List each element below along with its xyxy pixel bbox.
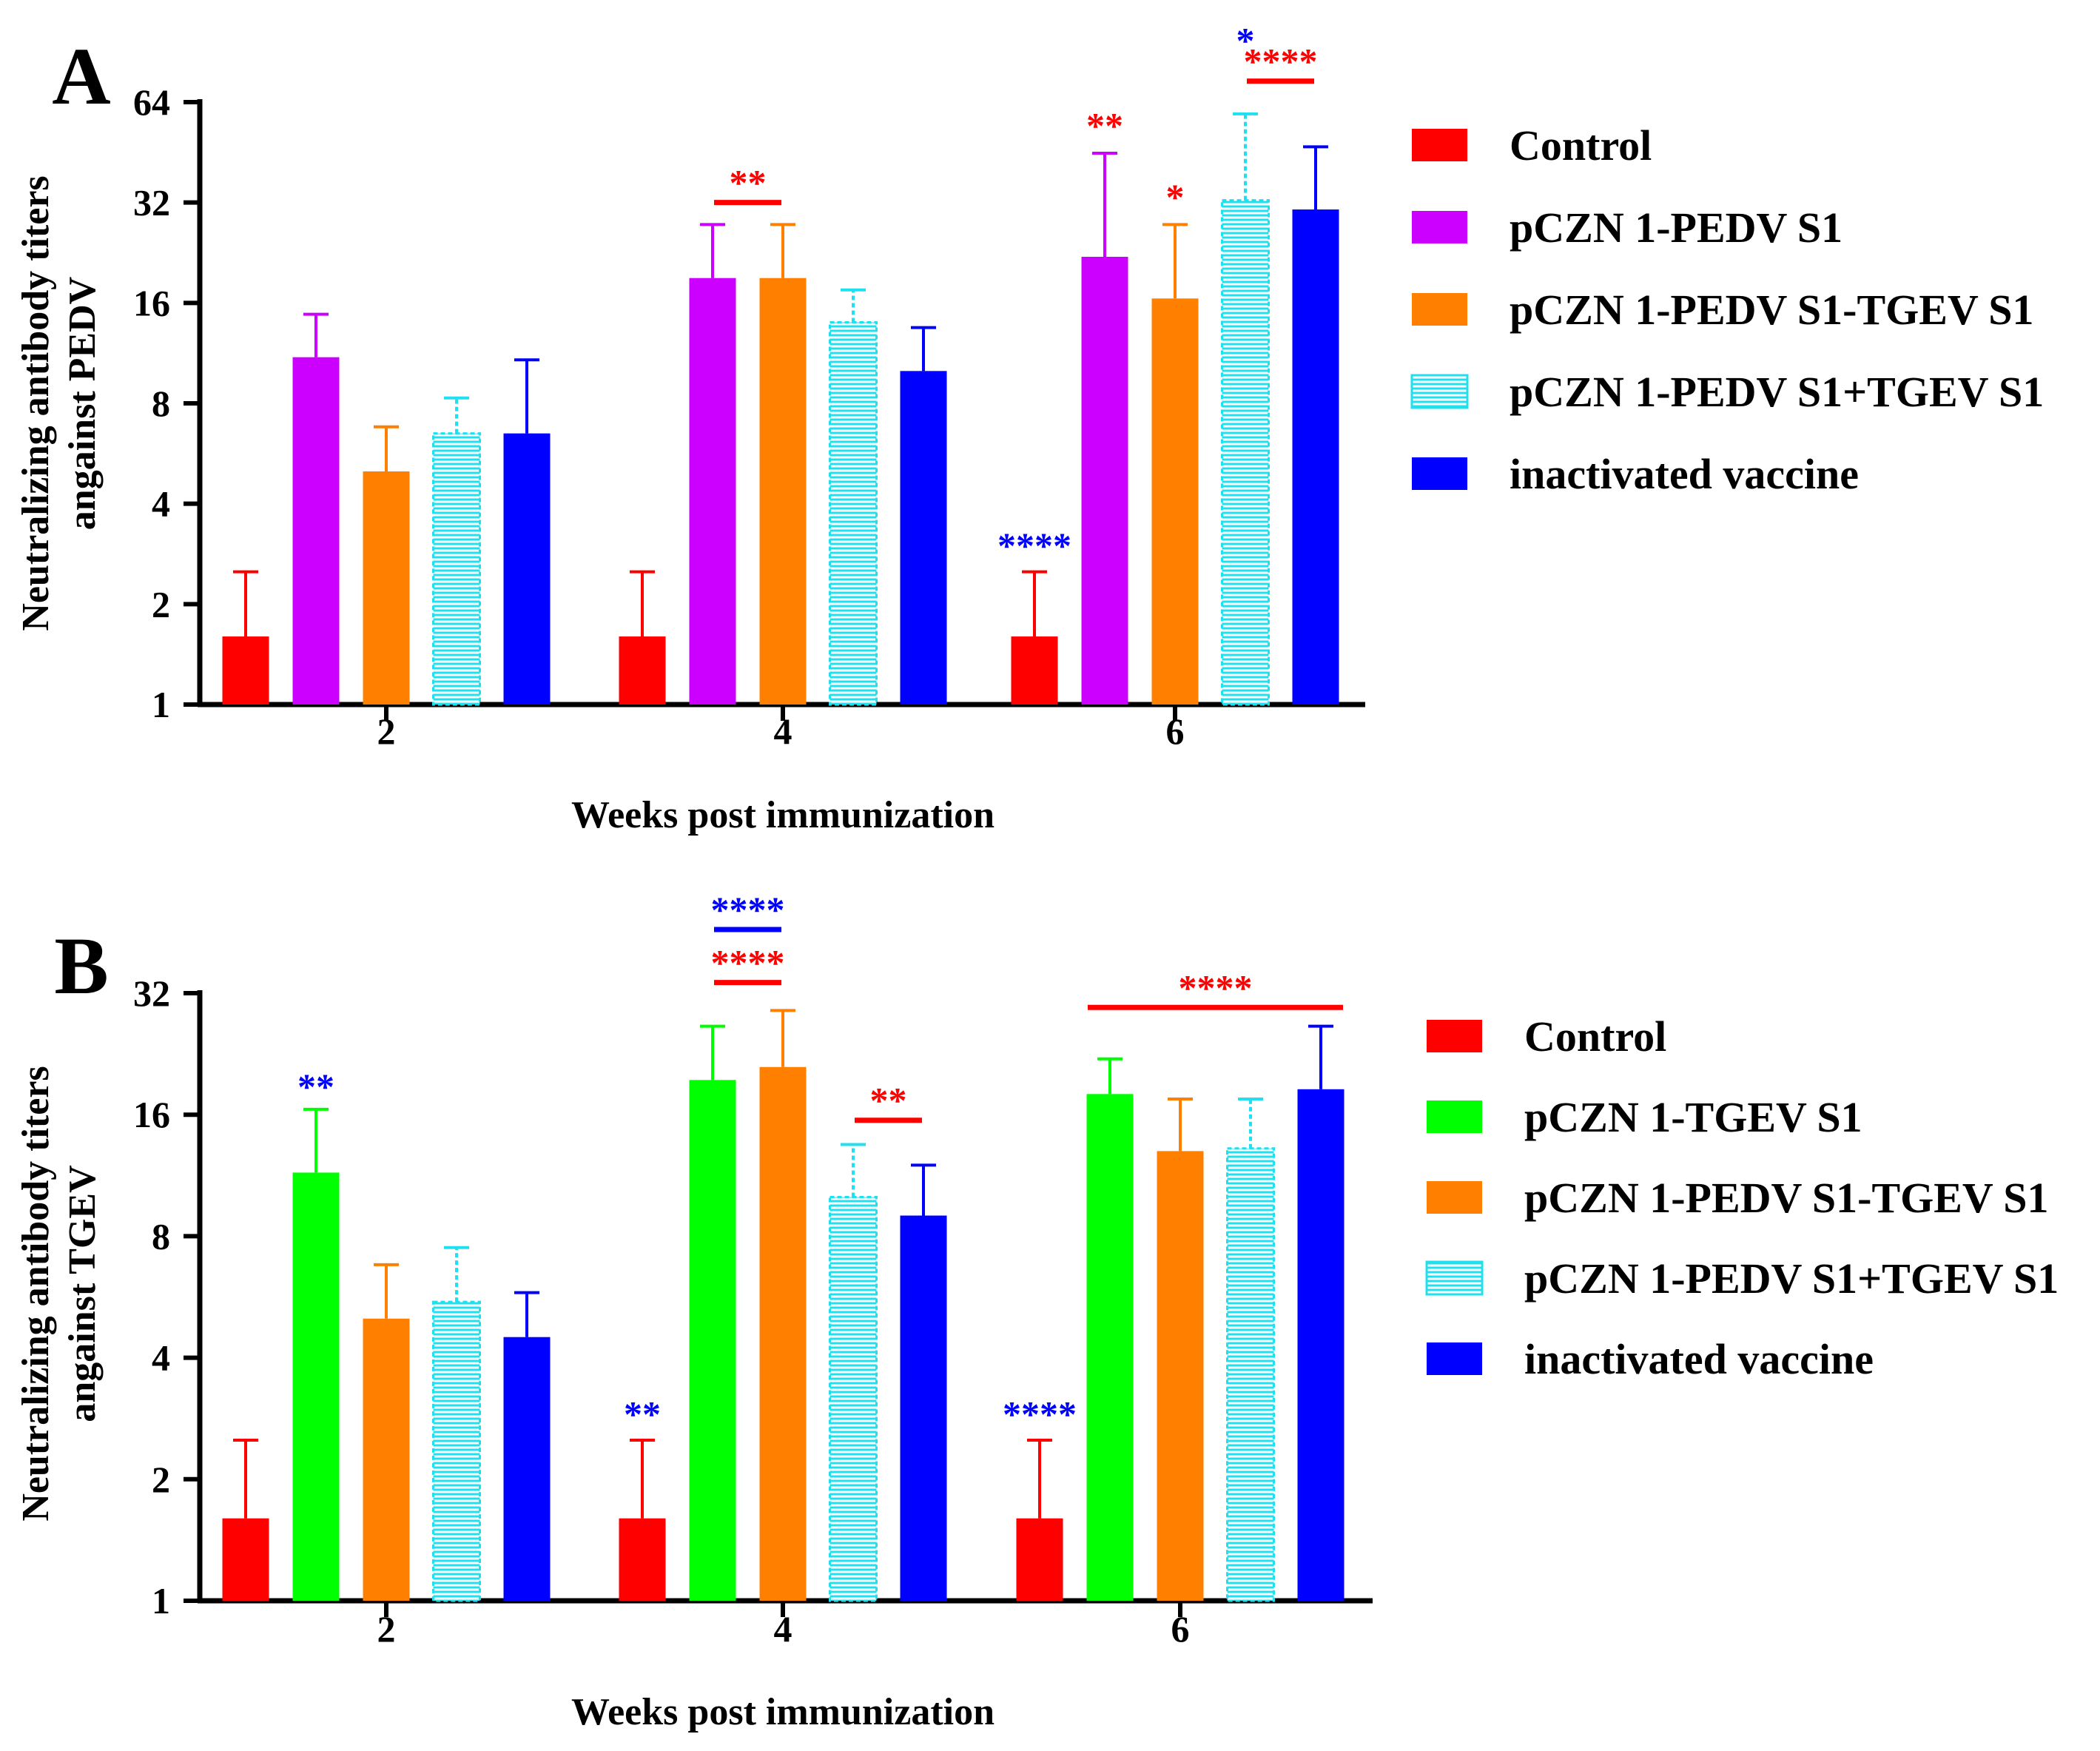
significance-label: * (1166, 176, 1185, 218)
bar (900, 1215, 947, 1601)
y-axis-title-line: angainst TGEV (61, 1165, 104, 1422)
significance-label: **** (997, 525, 1071, 566)
legend-label: pCZN 1-PEDV S1-TGEV S1 (1510, 286, 2034, 334)
significance-label: ** (624, 1394, 661, 1435)
y-tick-label: 32 (133, 972, 170, 1014)
legend-swatch (1427, 1100, 1482, 1133)
bar (292, 1172, 340, 1601)
y-tick-label: 16 (133, 1094, 170, 1135)
panel-a: A 1 2 4 8 16 32 64 2 4 6 Weeks post immunization Neu… (15, 19, 2044, 836)
y-tick-label: 32 (133, 182, 170, 224)
y-tick-label: 4 (152, 483, 170, 525)
x-tick-label: 6 (1166, 710, 1185, 752)
x-tick-label: 6 (1171, 1608, 1190, 1650)
bar (1016, 1518, 1063, 1601)
bar (363, 1318, 410, 1601)
bar (1081, 257, 1128, 705)
significance-label: ** (870, 1080, 907, 1121)
x-axis-title: Weeks post immunization (571, 794, 995, 836)
legend-swatch (1412, 211, 1467, 243)
bar (1011, 636, 1058, 705)
bar (1151, 298, 1199, 705)
bar (1086, 1094, 1134, 1601)
y-axis-title-line: Neutralizing antibody titers (15, 1066, 57, 1521)
y-tick-label: 1 (152, 1580, 170, 1621)
y-tick-label: 8 (152, 383, 170, 424)
y-tick-label: 2 (152, 583, 170, 625)
legend-swatch (1427, 1181, 1482, 1214)
significance-label: **** (1244, 41, 1318, 82)
bar (432, 1300, 481, 1602)
bar (829, 320, 878, 706)
bar (1221, 199, 1270, 706)
bar (503, 1337, 551, 1601)
bar (829, 1196, 878, 1602)
bar (1226, 1147, 1275, 1602)
bar (503, 433, 551, 705)
bar (900, 371, 947, 705)
bar (759, 1066, 807, 1601)
x-tick-label: 2 (377, 710, 396, 752)
legend-swatch (1410, 374, 1469, 409)
significance-label: * (1236, 19, 1255, 61)
bar (1297, 1089, 1345, 1601)
legend-label: pCZN 1-PEDV S1+TGEV S1 (1510, 368, 2044, 416)
x-tick-label: 4 (774, 1608, 792, 1650)
y-axis-title-line: angainst PEDV (61, 277, 104, 530)
y-axis-title-line: Neutralizing antibody titers (15, 175, 57, 631)
bar (363, 471, 410, 705)
bar (432, 432, 481, 706)
legend-swatch (1427, 1342, 1482, 1375)
legend-swatch (1427, 1020, 1482, 1052)
legend-label: inactivated vaccine (1524, 1335, 1874, 1383)
legend-swatch (1425, 1260, 1484, 1296)
panel-label: B (54, 921, 108, 1011)
bar (689, 278, 736, 705)
y-tick-label: 16 (133, 282, 170, 323)
significance-label: ** (730, 162, 767, 204)
y-tick-label: 2 (152, 1459, 170, 1500)
legend-label: inactivated vaccine (1510, 450, 1859, 498)
panel-b: B 1 2 4 8 16 32 2 4 6 Weeks post immunization Neutr… (15, 889, 2059, 1733)
legend-label: pCZN 1-PEDV S1+TGEV S1 (1524, 1254, 2059, 1303)
bar (759, 278, 807, 705)
significance-label: ** (1086, 104, 1123, 146)
bar (619, 1518, 666, 1601)
x-tick-label: 2 (377, 1608, 396, 1650)
legend-label: pCZN 1-PEDV S1-TGEV S1 (1524, 1174, 2049, 1222)
legend-label: pCZN 1-TGEV S1 (1524, 1093, 1862, 1141)
bar (292, 357, 340, 705)
x-tick-label: 4 (774, 710, 792, 752)
bar (222, 1518, 269, 1601)
significance-label: **** (1003, 1394, 1077, 1435)
y-tick-label: 64 (133, 81, 170, 123)
y-tick-label: 4 (152, 1337, 170, 1379)
significance-label: **** (1179, 967, 1253, 1008)
legend-swatch (1412, 129, 1467, 161)
y-tick-label: 1 (152, 684, 170, 725)
legend-swatch (1412, 457, 1467, 490)
legend-label: Control (1510, 121, 1652, 169)
bar (222, 636, 269, 705)
bar (1292, 209, 1339, 705)
bar (619, 636, 666, 705)
x-axis-title: Weeks post immunization (571, 1691, 995, 1733)
y-tick-label: 8 (152, 1215, 170, 1257)
bar (689, 1080, 736, 1601)
panel-label: A (52, 31, 110, 121)
significance-label: ** (297, 1066, 334, 1107)
bar (1157, 1151, 1204, 1601)
legend-label: Control (1524, 1012, 1666, 1061)
significance-label: **** (711, 889, 785, 930)
significance-label: **** (711, 942, 785, 984)
legend-label: pCZN 1-PEDV S1 (1510, 204, 1842, 252)
legend-swatch (1412, 293, 1467, 326)
